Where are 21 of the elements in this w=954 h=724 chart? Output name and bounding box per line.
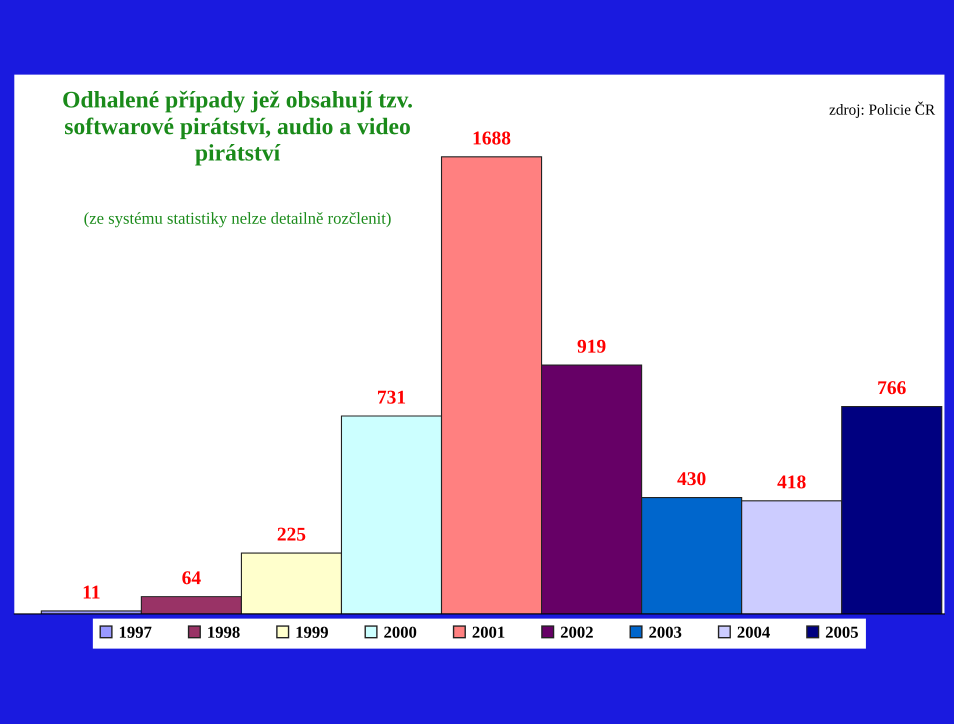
data-label: 919 [578,340,606,353]
legend-label: 2001 [472,626,504,638]
data-label: 766 [878,381,906,394]
legend-label: 2000 [384,626,416,638]
data-label: 64 [182,571,201,584]
chart-title: Odhalené případy jež obsahují tzv. softwarové pirátství, audio a video pirátství [63,90,412,166]
data-label: 225 [278,528,306,541]
legend-label: 2003 [649,626,682,638]
data-label: 1688 [474,131,510,145]
legend-label: 1999 [296,626,328,638]
legend-label: 1997 [120,626,152,638]
text: (ze systému statistiky nelze detailně rozčlenit) [84,212,391,228]
legend-label: 1998 [208,626,240,638]
legend-label: 2002 [560,626,593,638]
data-label: 11 [84,586,100,598]
data-label: 418 [777,475,806,488]
data-label: 731 [378,390,406,404]
legend-label: 2005 [826,626,858,638]
text: zdroj: Policie ČR [829,102,936,118]
data-label: 430 [677,472,706,486]
legend-label: 2004 [738,626,770,638]
